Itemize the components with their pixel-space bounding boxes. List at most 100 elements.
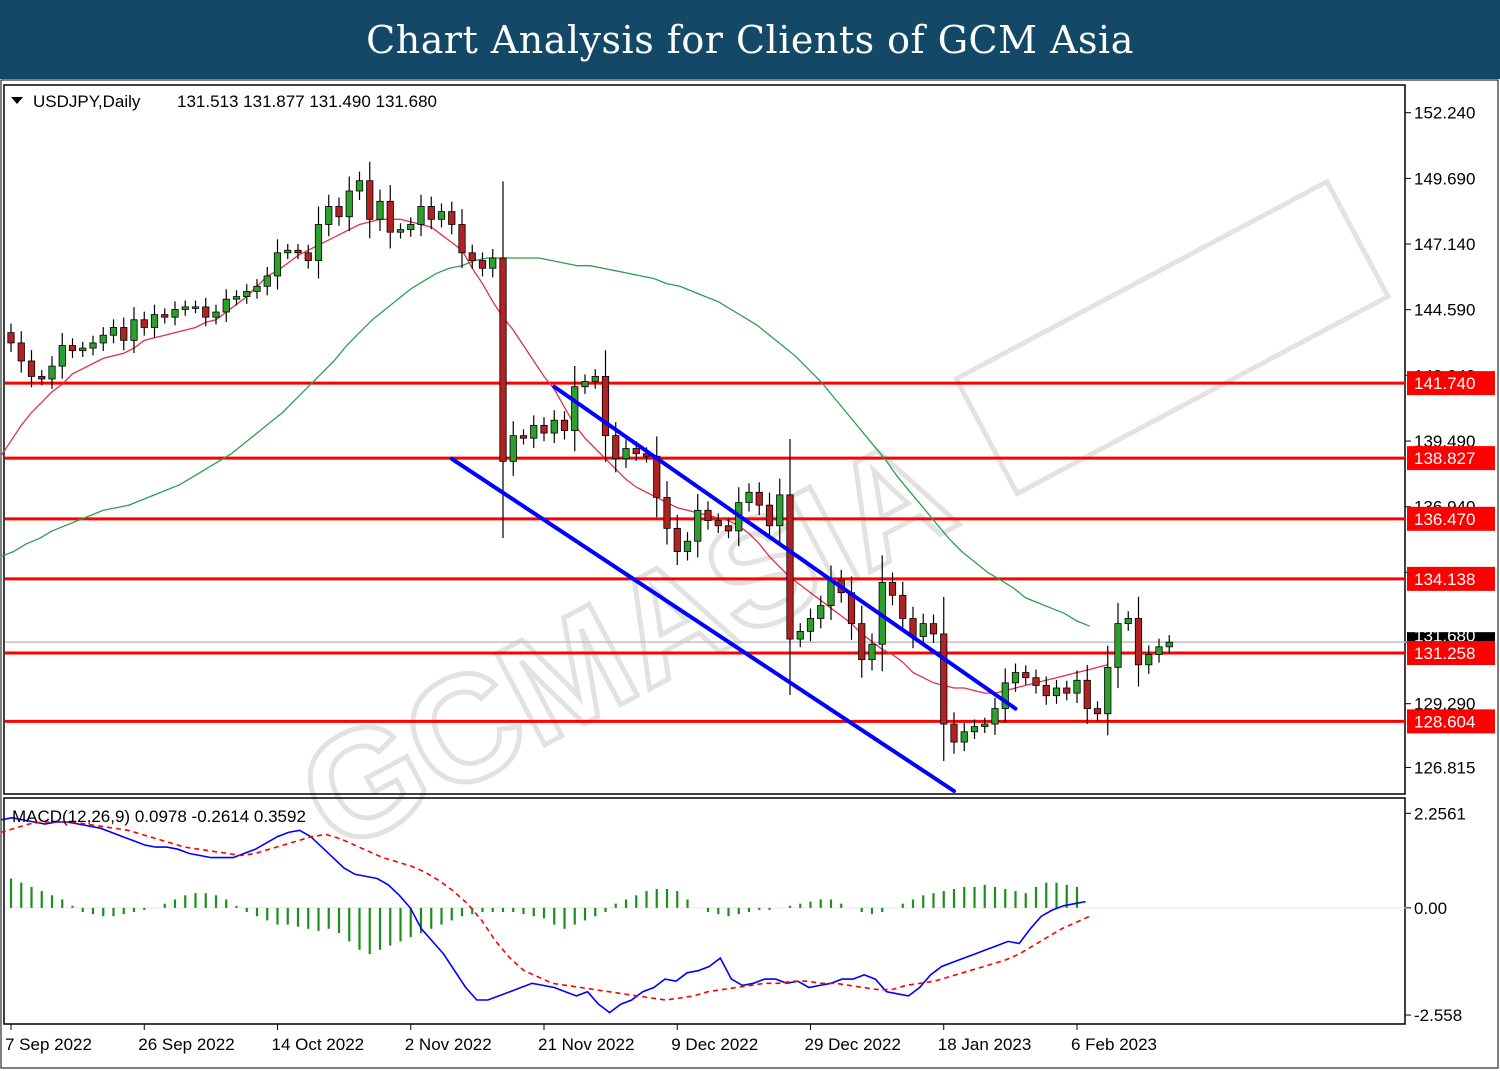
candle [89, 335, 97, 356]
candle-body [663, 497, 671, 529]
candle-body [940, 633, 948, 725]
price-tick-label: 149.690 [1414, 169, 1475, 188]
candle-body [130, 319, 138, 341]
candle [1165, 635, 1173, 654]
candle-body [776, 494, 784, 527]
candle [817, 595, 825, 629]
candle [1011, 663, 1020, 692]
candle-body [212, 311, 220, 318]
candle [1114, 602, 1122, 689]
candle [366, 161, 374, 239]
candle-body [683, 540, 692, 552]
candle-body [1001, 682, 1009, 709]
candle [1155, 638, 1163, 663]
candle-body [653, 455, 661, 498]
candle-body [89, 342, 97, 349]
candle-body [325, 206, 333, 225]
candle [673, 514, 681, 566]
candle [325, 194, 333, 237]
candle-body [745, 491, 753, 503]
candle-body [396, 229, 405, 233]
candle [58, 332, 66, 379]
candle [109, 319, 118, 344]
candle-body [1011, 672, 1020, 684]
candle [1145, 645, 1153, 674]
candle-body [540, 424, 548, 434]
macd-header: MACD(12,26,9) 0.0978 -0.2614 0.3592 [12, 807, 306, 826]
candle [273, 239, 282, 290]
candle [499, 181, 507, 538]
candle-body [1114, 623, 1122, 668]
candle [622, 439, 630, 468]
candle-body [294, 249, 302, 254]
date-tick-label: 18 Jan 2023 [938, 1035, 1032, 1054]
date-tick-label: 2 Nov 2022 [405, 1035, 492, 1054]
candle [1032, 669, 1040, 694]
candle [796, 623, 804, 648]
candle-body [591, 376, 599, 382]
level-badge [1407, 641, 1495, 666]
candle [550, 410, 558, 443]
support-resistance-levels: 141.740 138.827 136.470 134.138 131.258 128.6… [5, 371, 1495, 734]
candle [970, 719, 979, 739]
candle-body [704, 509, 712, 522]
candle-body [519, 435, 528, 439]
candle-body [499, 257, 507, 462]
chart-canvas: GCMASIA 152.240149.690147.140144.590139.… [0, 79, 1499, 1069]
candle-body [919, 623, 927, 637]
candle-body [458, 224, 466, 254]
candle [150, 304, 159, 338]
candle-body [530, 424, 538, 439]
candle-body [1093, 708, 1102, 715]
candle-body [161, 314, 169, 318]
level-badge [1407, 446, 1495, 471]
candle-body [796, 630, 804, 640]
candle [489, 248, 497, 278]
candle-body [120, 327, 128, 341]
macd-main-line [0, 816, 1086, 1014]
candle-body [48, 365, 56, 380]
candle [191, 300, 200, 314]
candle-body [386, 200, 394, 233]
candle-body [673, 527, 681, 552]
candle-body [858, 623, 866, 661]
candle [417, 194, 425, 237]
candle-body [970, 726, 979, 733]
candle [345, 176, 353, 232]
candle-body [284, 249, 292, 254]
candle-body [981, 723, 989, 728]
candle-body [478, 260, 487, 269]
macd-axis: 2.2561 0.00 -2.558 [1405, 804, 1466, 1025]
candle [376, 189, 384, 232]
candle [386, 185, 394, 249]
candle [509, 421, 517, 476]
macd-tick-label: -2.558 [1414, 1006, 1462, 1025]
chart-ohlc-values: 131.513 131.877 131.490 131.680 [177, 92, 437, 111]
candle [560, 411, 569, 440]
candle-body [755, 491, 763, 506]
candle-body [1032, 677, 1040, 686]
candle-body [581, 381, 589, 388]
candle-body [253, 285, 261, 292]
candle-body [140, 319, 148, 328]
candle [1083, 664, 1091, 724]
collapse-triangle-icon[interactable] [11, 97, 23, 104]
candle [7, 323, 15, 352]
candle-body [222, 298, 230, 313]
candle [1001, 668, 1009, 724]
candle [181, 300, 189, 316]
candle [765, 492, 774, 539]
candle [448, 201, 456, 235]
candle [314, 206, 323, 279]
banner-title: Chart Analysis for Clients of GCM Asia [366, 17, 1134, 62]
candle-body [806, 618, 815, 632]
level-badge [1407, 566, 1495, 591]
watermark: GCMASIA [271, 178, 1392, 886]
candle-body [427, 206, 435, 220]
candle-body [1124, 618, 1132, 625]
candle-body [79, 347, 87, 352]
candle [601, 350, 610, 462]
candle-body [181, 306, 189, 310]
candle [519, 429, 528, 445]
date-tick-label: 26 Sep 2022 [138, 1035, 234, 1054]
